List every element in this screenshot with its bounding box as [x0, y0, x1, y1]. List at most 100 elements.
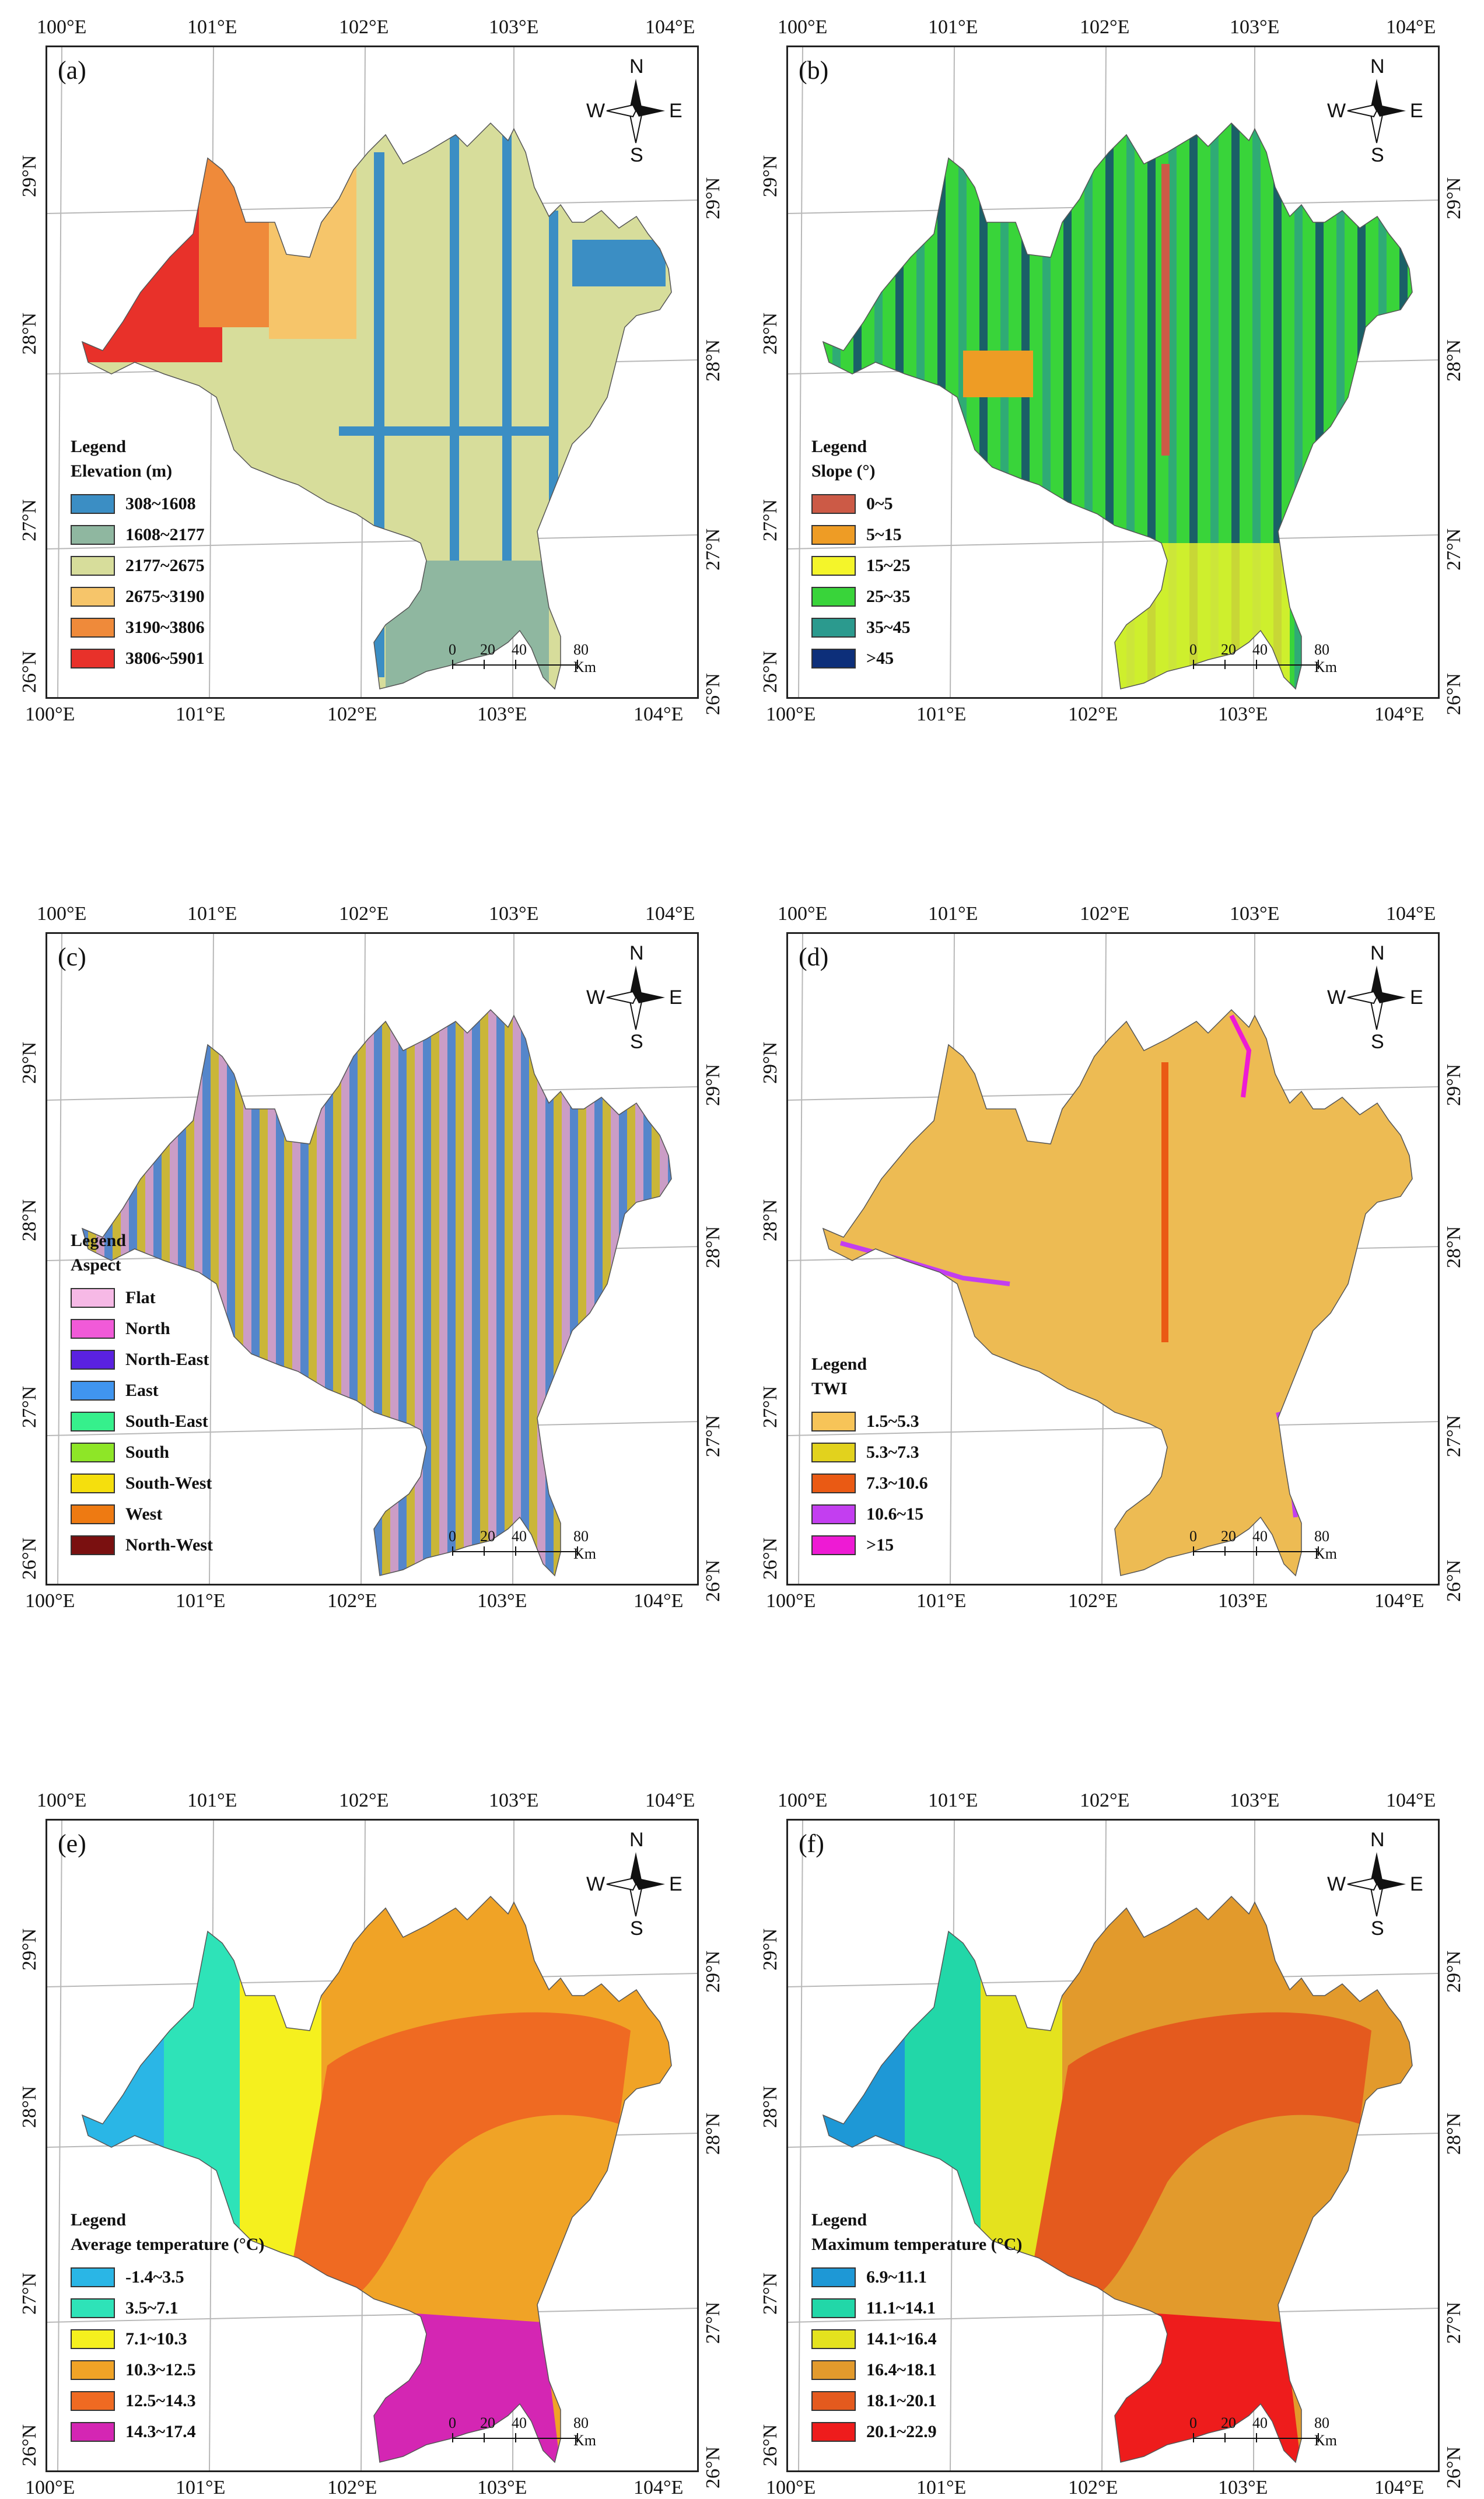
lon-label-top: 102°E: [1080, 903, 1130, 925]
legend-swatch: [71, 648, 115, 668]
compass-w: W: [1327, 1873, 1346, 1895]
legend-label: 6.9~11.1: [866, 2267, 927, 2287]
lat-label-right: 26°N: [1443, 673, 1465, 715]
lat-label-left: 29°N: [19, 155, 40, 197]
legend-swatch: [71, 1504, 115, 1524]
compass-n: N: [1370, 1829, 1385, 1851]
scale-label: 80 Km: [1314, 641, 1337, 676]
compass-e: E: [1410, 986, 1423, 1009]
compass-rose-icon: [1347, 79, 1406, 144]
legend-label: 1608~2177: [125, 524, 205, 544]
panel-label: (d): [799, 943, 829, 971]
legend-item: 35~45: [811, 612, 911, 643]
legend-swatch: [811, 555, 856, 576]
legend-swatch: [71, 2360, 115, 2380]
legend-swatch: [71, 2298, 115, 2318]
map-panel: (d) N S W E Legend TWI 1.5~5.3 5.3~7.3 7.3~10.6 10…: [786, 932, 1440, 1586]
legend-label: 12.5~14.3: [125, 2390, 196, 2410]
legend-swatch: [811, 617, 856, 638]
legend-label: -1.4~3.5: [125, 2267, 184, 2287]
scale-label: 0: [1189, 2414, 1197, 2431]
legend-label: South: [125, 1442, 170, 1462]
scale-bar: 0 20 40 80 Km: [1189, 641, 1337, 676]
legend-swatch: [811, 2421, 856, 2442]
scale-label: 40: [512, 1528, 527, 1545]
compass-s: S: [1371, 1031, 1384, 1053]
scale-bar: 0 20 40 80 Km: [449, 2414, 596, 2449]
legend-swatch: [811, 1504, 856, 1524]
region-outline: [822, 122, 1413, 690]
lat-label-right: 29°N: [1443, 1063, 1465, 1106]
lon-label-top: 100°E: [778, 903, 828, 925]
legend: Legend Maximum temperature (°C) 6.9~11.1 11…: [811, 2210, 1022, 2447]
lat-label-right: 26°N: [702, 673, 724, 715]
lon-label-top: 101°E: [928, 903, 978, 925]
lon-label-top: 100°E: [37, 16, 87, 38]
legend-swatch: [71, 555, 115, 576]
lat-label-left: 28°N: [760, 2085, 781, 2128]
legend-swatch: [71, 494, 115, 514]
legend-label: South-West: [125, 1473, 212, 1493]
legend-item: 25~35: [811, 581, 911, 612]
lat-label-right: 28°N: [702, 1226, 724, 1268]
legend-item: Flat: [71, 1282, 213, 1313]
legend-label: North-East: [125, 1349, 209, 1369]
legend-swatch: [71, 1442, 115, 1462]
legend-item: 10.6~15: [811, 1499, 928, 1530]
lon-label-top: 104°E: [645, 1790, 695, 1811]
legend-item: 11.1~14.1: [811, 2292, 1022, 2323]
lat-label-right: 27°N: [1443, 528, 1465, 570]
compass-s: S: [630, 1917, 643, 1940]
north-arrow: N S W E: [586, 55, 685, 166]
lat-label-left: 28°N: [19, 1199, 40, 1241]
lat-label-right: 29°N: [1443, 177, 1465, 219]
legend-item: 5~15: [811, 519, 911, 550]
legend-item: 1.5~5.3: [811, 1406, 928, 1437]
scale-tick: [1318, 660, 1319, 669]
lon-label-bottom: 103°E: [477, 2477, 527, 2498]
map-canvas: [788, 934, 1438, 1584]
lon-label-top: 102°E: [339, 903, 389, 925]
legend-item: North-East: [71, 1344, 213, 1375]
scale-line: [1193, 2438, 1318, 2439]
lon-label-top: 103°E: [489, 1790, 539, 1811]
legend-label: 2177~2675: [125, 555, 205, 575]
scale-label: 80 Km: [573, 1528, 596, 1562]
legend-swatch: [811, 524, 856, 545]
legend-item: 12.5~14.3: [71, 2385, 264, 2416]
lon-label-top: 100°E: [37, 1790, 87, 1811]
lon-label-top: 104°E: [1386, 1790, 1436, 1811]
compass-n: N: [629, 942, 644, 964]
panel-label: (a): [58, 56, 86, 85]
legend-heading: Legend: [811, 2210, 867, 2230]
legend-item: 20.1~22.9: [811, 2416, 1022, 2447]
lat-label-left: 28°N: [760, 1199, 781, 1241]
lon-label-bottom: 102°E: [1068, 2477, 1118, 2498]
north-arrow: N S W E: [1327, 55, 1426, 166]
legend-item: 10.3~12.5: [71, 2354, 264, 2385]
lon-label-bottom: 103°E: [1218, 1590, 1268, 1612]
map-panel: (e) N S W E Legend Average temperature (°C) -1.…: [46, 1819, 699, 2472]
lon-label-top: 101°E: [187, 903, 237, 925]
legend-swatch: [811, 2329, 856, 2349]
legend-label: 5.3~7.3: [866, 1442, 919, 1462]
legend-swatch: [71, 2390, 115, 2411]
legend-swatch: [71, 586, 115, 607]
scale-line: [1193, 664, 1318, 666]
legend-item: 308~1608: [71, 488, 205, 519]
compass-e: E: [669, 986, 682, 1009]
lon-label-top: 104°E: [1386, 903, 1436, 925]
compass-e: E: [1410, 1873, 1423, 1895]
legend-label: 14.3~17.4: [125, 2421, 196, 2441]
legend-item: 5.3~7.3: [811, 1437, 928, 1468]
lon-label-bottom: 103°E: [1218, 2477, 1268, 2498]
lat-label-right: 27°N: [1443, 1415, 1465, 1457]
legend-swatch: [811, 494, 856, 514]
panel-label: (e): [58, 1829, 86, 1858]
lat-label-right: 28°N: [1443, 2112, 1465, 2155]
legend: Legend Aspect Flat North North-East East South…: [71, 1231, 213, 1560]
lon-label-top: 103°E: [489, 903, 539, 925]
lon-label-top: 101°E: [928, 16, 978, 38]
legend-item: 2177~2675: [71, 550, 205, 581]
legend-swatch: [71, 1473, 115, 1493]
